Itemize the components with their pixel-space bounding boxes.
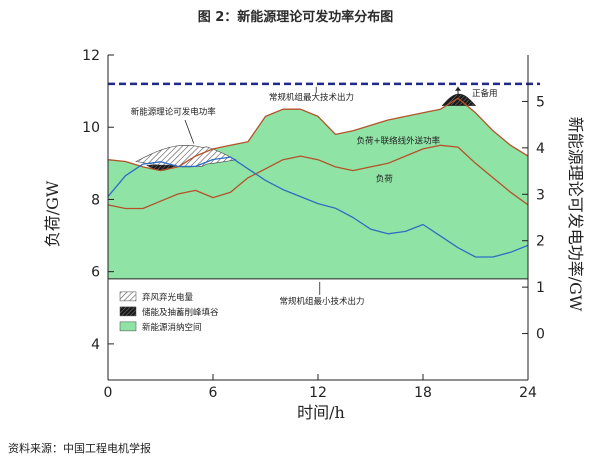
x-axis-title: 时间/h (297, 403, 345, 422)
series-lines (107, 82, 540, 280)
annotations: 常规机组最大技术出力 正备用新能源理论可发电功率负荷+联络线外送功率负荷常规机组最… (131, 86, 498, 307)
accommodation-space (108, 98, 528, 279)
x-tick-label: 0 (104, 385, 113, 401)
annotation-renewable: 新能源理论可发电功率 (131, 106, 217, 117)
y-tick-label-right: 3 (536, 187, 545, 203)
y-tick-label-right: 1 (536, 280, 545, 296)
x-tick-label: 18 (414, 385, 432, 401)
legend-swatch (119, 291, 137, 302)
annotation-max-output: 常规机组最大技术出力 (269, 92, 354, 103)
y-axis-title-left: 负荷/GW (43, 180, 62, 247)
y-tick-label-left: 6 (91, 265, 100, 281)
x-tick-label: 12 (309, 385, 327, 401)
series-line-renewable (107, 156, 529, 258)
y-tick-label-right: 4 (536, 141, 545, 157)
y-tick-label-left: 12 (82, 48, 100, 64)
y-tick-label-right: 2 (536, 234, 545, 250)
y-axis-title-right: 新能源理论可发电功率/GW (566, 117, 585, 312)
annotation-reserve: 正备用 (472, 88, 498, 99)
annotation-min-output: 常规机组最小技术出力 (280, 296, 365, 307)
legend-swatch (119, 306, 137, 317)
series-line-load (107, 144, 529, 210)
renewable-pointer (184, 119, 195, 144)
legend-label: 新能源消纳空间 (142, 322, 202, 333)
reserve-arrow-head (455, 86, 461, 91)
y-tick-label-right: 5 (536, 94, 545, 110)
y-tick-label-right: 0 (536, 327, 545, 343)
y-tick-label-left: 10 (82, 120, 100, 136)
legend-swatch (119, 321, 137, 332)
annotation-load-tie: 负荷+联络线外送功率 (357, 135, 441, 146)
source-note: 资料来源：中国工程电机学报 (8, 442, 151, 455)
y-tick-label-left: 4 (91, 337, 100, 353)
legend-label: 弃风弃光电量 (142, 292, 194, 303)
x-tick-label: 24 (519, 385, 537, 401)
annotation-load: 负荷 (376, 173, 394, 184)
y-tick-label-left: 8 (91, 192, 100, 208)
legend-label: 储能及抽蓄削峰填谷 (142, 307, 219, 318)
x-tick-label: 6 (209, 385, 218, 401)
renewable-accommodation-area (108, 98, 528, 279)
figure-title: 图 2：新能源理论可发功率分布图 (197, 10, 394, 25)
